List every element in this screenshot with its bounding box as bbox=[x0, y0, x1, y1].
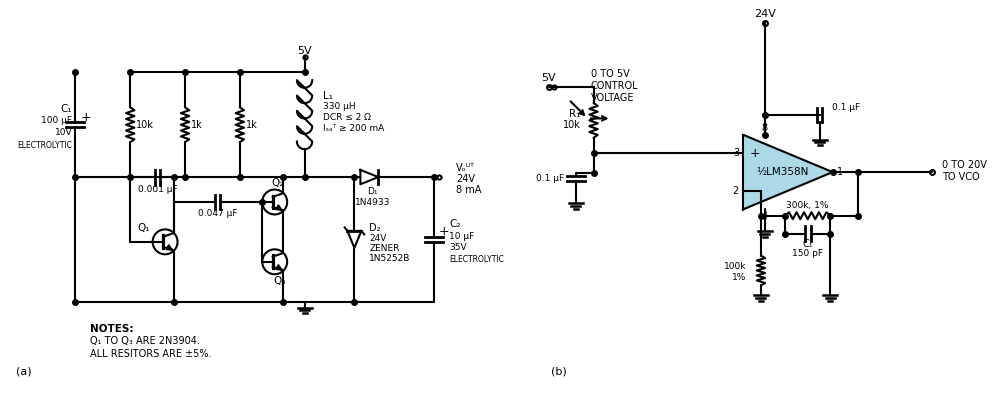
Text: 8: 8 bbox=[762, 123, 768, 133]
Text: 0 TO 20V: 0 TO 20V bbox=[942, 160, 987, 170]
Text: ELECTROLYTIC: ELECTROLYTIC bbox=[449, 255, 504, 264]
Text: NOTES:: NOTES: bbox=[90, 324, 134, 333]
Text: 5V: 5V bbox=[541, 73, 556, 83]
Text: 0.1 μF: 0.1 μF bbox=[536, 174, 564, 183]
Text: +: + bbox=[750, 147, 761, 160]
Text: 10k: 10k bbox=[563, 120, 581, 130]
Text: 330 μH: 330 μH bbox=[323, 102, 355, 111]
Text: Q₃: Q₃ bbox=[273, 276, 286, 286]
Text: 0.047 μF: 0.047 μF bbox=[198, 210, 238, 218]
Text: Q₂: Q₂ bbox=[271, 178, 284, 188]
Text: 0 TO 5V: 0 TO 5V bbox=[591, 69, 629, 79]
Text: TO VCO: TO VCO bbox=[942, 172, 980, 182]
Text: 100k: 100k bbox=[723, 262, 746, 271]
Text: 8 mA: 8 mA bbox=[456, 185, 481, 195]
Text: ½LM358N: ½LM358N bbox=[757, 167, 809, 177]
Text: D₂: D₂ bbox=[369, 224, 381, 233]
Text: (b): (b) bbox=[551, 366, 567, 376]
Text: 1k: 1k bbox=[191, 120, 203, 130]
Text: 0.1 μF: 0.1 μF bbox=[832, 103, 860, 112]
Text: C₁: C₁ bbox=[802, 239, 813, 249]
Text: ELECTROLYTIC: ELECTROLYTIC bbox=[18, 141, 72, 150]
Text: D₁
1N4933: D₁ 1N4933 bbox=[355, 187, 390, 207]
Text: 35V: 35V bbox=[449, 243, 467, 252]
Text: 1k: 1k bbox=[246, 120, 258, 130]
Text: 24V: 24V bbox=[369, 234, 387, 243]
Text: 1: 1 bbox=[837, 167, 843, 177]
Text: Vₒᵁᵀ: Vₒᵁᵀ bbox=[456, 163, 475, 173]
Text: C₂: C₂ bbox=[449, 220, 461, 229]
Text: CONTROL: CONTROL bbox=[591, 81, 638, 91]
Text: −: − bbox=[750, 184, 762, 198]
Text: 24V: 24V bbox=[456, 174, 475, 184]
Text: R₁: R₁ bbox=[569, 110, 581, 119]
Text: VOLTAGE: VOLTAGE bbox=[591, 93, 634, 103]
Text: 24V: 24V bbox=[754, 9, 776, 19]
Text: 5V: 5V bbox=[297, 46, 312, 56]
Text: +: + bbox=[439, 225, 450, 238]
Text: 300k, 1%: 300k, 1% bbox=[786, 201, 829, 210]
Text: 100 μF: 100 μF bbox=[41, 116, 72, 125]
Text: 10 μF: 10 μF bbox=[449, 232, 474, 241]
Text: Q₁ TO Q₃ ARE 2N3904.: Q₁ TO Q₃ ARE 2N3904. bbox=[90, 337, 200, 347]
Text: 1%: 1% bbox=[732, 273, 746, 282]
Text: 4: 4 bbox=[762, 212, 768, 222]
Text: +: + bbox=[80, 111, 91, 124]
Polygon shape bbox=[743, 135, 833, 210]
Text: Q₁: Q₁ bbox=[137, 223, 149, 233]
Text: 3: 3 bbox=[733, 148, 739, 158]
Text: L₁: L₁ bbox=[323, 91, 333, 101]
Text: 10V: 10V bbox=[55, 128, 72, 137]
Text: 10k: 10k bbox=[136, 120, 154, 130]
Text: (a): (a) bbox=[16, 366, 31, 376]
Text: 150 pF: 150 pF bbox=[792, 249, 823, 258]
Text: ZENER: ZENER bbox=[369, 244, 400, 253]
Text: C₁: C₁ bbox=[61, 104, 72, 114]
Text: DCR ≤ 2 Ω: DCR ≤ 2 Ω bbox=[323, 113, 370, 122]
Text: 0.001 μF: 0.001 μF bbox=[138, 185, 177, 193]
Text: Iₛₐᵀ ≥ 200 mA: Iₛₐᵀ ≥ 200 mA bbox=[323, 124, 384, 133]
Text: 2: 2 bbox=[733, 186, 739, 196]
Text: 1N5252B: 1N5252B bbox=[369, 254, 411, 263]
Text: ALL RESITORS ARE ±5%.: ALL RESITORS ARE ±5%. bbox=[90, 349, 212, 359]
